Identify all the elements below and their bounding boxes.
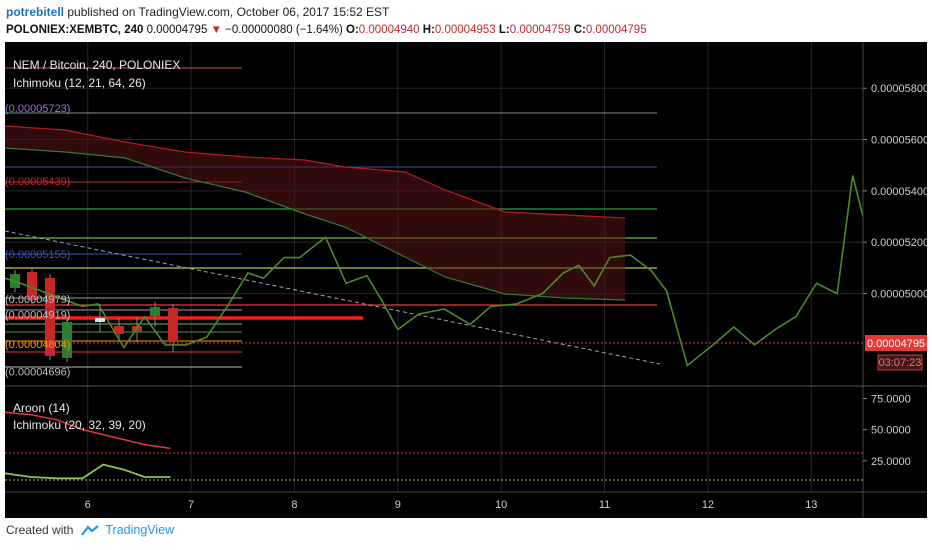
y-tick-label: 0.00005600 (871, 135, 927, 147)
time-axis-ticks: 6 7 8 9 10 11 12 13 (85, 499, 818, 511)
ichimoku-indicator-label: Ichimoku (12, 21, 64, 26) (13, 76, 146, 90)
publish-info: potrebitell published on TradingView.com… (6, 5, 389, 19)
x-tick-label: 10 (495, 499, 507, 511)
tradingview-brand[interactable]: TradingView (105, 523, 175, 537)
oscillator-series-line (5, 463, 171, 480)
author-name[interactable]: potrebitell (6, 5, 65, 19)
price-level-label: (0.00005439) (5, 176, 70, 188)
x-tick-label: 13 (805, 499, 817, 511)
open-value: 0.00004940 (358, 24, 420, 36)
change-arrow-icon: ▼ (210, 24, 222, 36)
close-label: C: (573, 24, 586, 36)
price-level-label: (0.00004919) (5, 309, 70, 321)
price-level-label: (0.00005155) (5, 249, 70, 261)
aroon-indicator-label: Aroon (14) (13, 401, 70, 415)
high-value: 0.00004953 (434, 24, 496, 36)
x-tick-label: 11 (599, 499, 610, 511)
x-tick-label: 6 (85, 499, 91, 511)
price-level-label: (0.00005723) (5, 103, 70, 115)
y2-tick-label: 25.0000 (871, 456, 911, 468)
price-axis-ticks: 0.00005800 0.00005600 0.00005400 0.00005200… (863, 83, 927, 301)
x-tick-label: 7 (188, 499, 194, 511)
change-value: −0.00000080 (−1.64%) (225, 24, 343, 36)
trend-line (5, 230, 661, 365)
price-level-label: (0.00004696) (5, 367, 70, 379)
price-level-label: (0.00004804) (5, 339, 70, 351)
symbol-summary: POLONIEX:XEMBTC, 240 0.00004795 ▼ −0.000… (6, 24, 647, 36)
tradingview-logo-icon (81, 524, 100, 536)
y-tick-label: 0.00005200 (871, 237, 927, 249)
y2-tick-label: 50.0000 (871, 425, 911, 437)
publish-text: published on TradingView.com, October 06… (67, 5, 390, 19)
countdown-label: 03:07:23 (879, 357, 922, 369)
y-tick-label: 0.00005000 (871, 289, 927, 301)
y-tick-label: 0.00005800 (871, 83, 927, 95)
aroon-series-line (5, 411, 171, 450)
open-label: O: (346, 24, 359, 36)
footer: Created with TradingView (6, 523, 174, 537)
y2-tick-label: 75.0000 (871, 393, 911, 405)
chart-canvas[interactable]: (0.00005723) (0.00005439) (0.00005155) (0.0… (5, 42, 927, 518)
x-tick-label: 12 (702, 499, 714, 511)
last-price-badge: 0.00004795 03:07:23 (865, 335, 927, 371)
ichimoku-cloud (5, 125, 626, 301)
oscillator-axis-ticks: 75.0000 50.0000 25.0000 (863, 393, 911, 468)
symbol-label: POLONIEX:XEMBTC, 240 (6, 24, 144, 36)
aroon-pane: Aroon (14) Ichimoku (20, 32, 39, 20) 75.… (5, 393, 911, 481)
x-tick-label: 8 (291, 499, 297, 511)
last-value: 0.00004795 (146, 24, 208, 36)
price-level-labels: (0.00005723) (0.00005439) (0.00005155) (0.0… (5, 103, 70, 379)
low-value: 0.00004759 (509, 24, 571, 36)
low-label: L: (498, 24, 510, 36)
price-series-line (5, 175, 864, 367)
high-label: H: (422, 24, 435, 36)
close-value: 0.00004795 (585, 24, 647, 36)
ichimoku-2-indicator-label: Ichimoku (20, 32, 39, 20) (13, 418, 146, 432)
y-tick-label: 0.00005400 (871, 186, 927, 198)
chart-title: NEM / Bitcoin, 240, POLONIEX (13, 58, 180, 72)
price-level-label: (0.00004979) (5, 294, 70, 306)
last-price-badge-text: 0.00004795 (867, 338, 925, 350)
created-with-text: Created with (6, 523, 74, 537)
x-tick-label: 9 (395, 499, 401, 511)
